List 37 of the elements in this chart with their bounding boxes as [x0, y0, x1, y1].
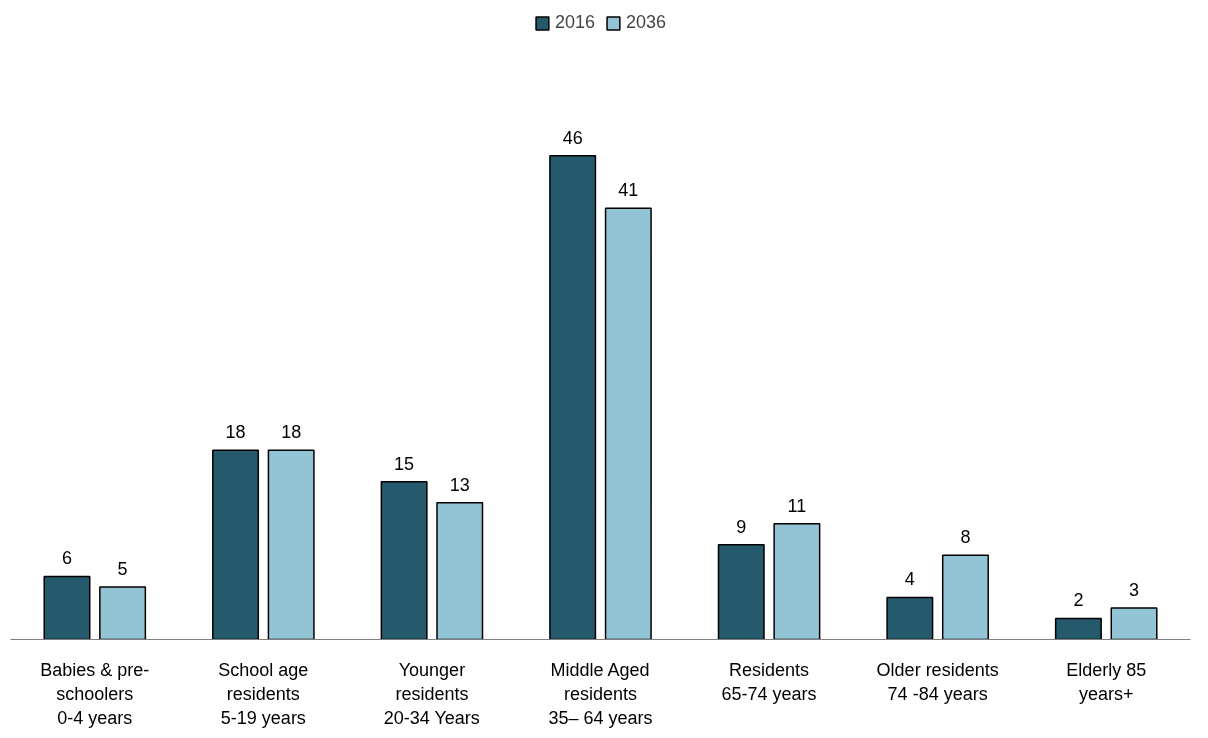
data-label: 3 — [1129, 579, 1140, 600]
data-label: 5 — [117, 558, 128, 579]
data-label: 9 — [736, 516, 747, 537]
x-tick-label: Elderly 85 years+ — [1066, 659, 1147, 704]
data-label: 4 — [904, 569, 915, 590]
data-label: 46 — [562, 127, 583, 148]
bar — [267, 449, 315, 640]
x-tick-label: Middle Aged residents 35– 64 years — [548, 659, 653, 728]
bar — [717, 544, 765, 640]
data-label: 8 — [960, 527, 971, 548]
bar — [380, 480, 428, 640]
data-label: 18 — [281, 422, 302, 443]
bar — [941, 554, 989, 640]
bar — [212, 449, 260, 640]
bar — [1054, 617, 1102, 640]
bar — [886, 596, 934, 640]
x-tick-label: Younger residents 20-34 Years — [383, 659, 480, 728]
data-label: 41 — [618, 180, 639, 201]
x-tick-label: Residents 65-74 years — [721, 659, 817, 704]
data-label: 6 — [61, 548, 72, 569]
x-tick-label: Older residents 74 -84 years — [876, 659, 999, 704]
x-tick-label: Babies & pre- schoolers 0-4 years — [40, 659, 150, 728]
legend-label: 2016 — [554, 12, 595, 33]
data-label: 15 — [394, 453, 415, 474]
bar — [1110, 607, 1158, 640]
bar — [99, 586, 147, 640]
bar — [436, 502, 484, 640]
data-label: 2 — [1073, 590, 1084, 611]
legend-label: 2036 — [626, 12, 667, 33]
bar — [604, 207, 652, 640]
bar — [773, 523, 821, 640]
data-label: 13 — [449, 474, 470, 495]
x-tick-label: School age residents 5-19 years — [218, 659, 309, 728]
data-label: 18 — [225, 422, 246, 443]
data-label: 11 — [787, 495, 807, 516]
bar — [43, 575, 91, 640]
bar — [549, 154, 597, 640]
